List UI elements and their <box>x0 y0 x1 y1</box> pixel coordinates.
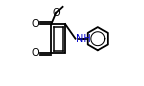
Text: NH: NH <box>76 34 91 44</box>
Text: O: O <box>53 8 61 18</box>
Text: O: O <box>31 48 39 58</box>
Text: O: O <box>31 19 39 29</box>
